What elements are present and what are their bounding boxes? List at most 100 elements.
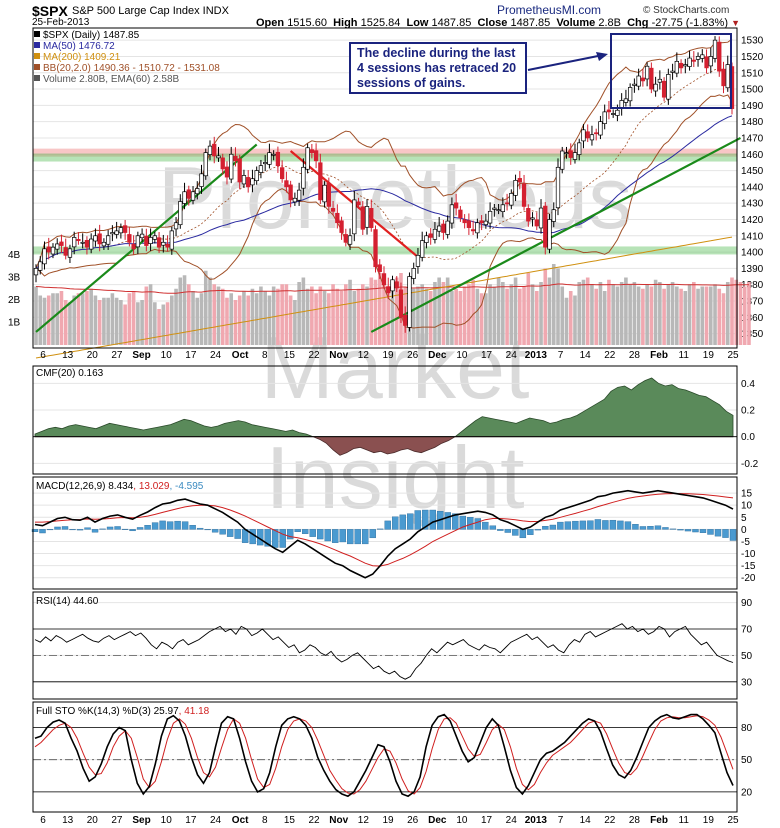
x-tick-label: 27 [111,815,123,826]
candle-body [500,204,505,212]
volume-bar [68,302,72,345]
indicator-tick-label: 70 [741,625,753,636]
candle-body [432,228,438,240]
candle-body [271,153,276,156]
volume-bar [322,291,327,345]
candle-body [313,150,319,162]
x-tick-label: 8 [262,815,268,826]
indicator-tick-label: 80 [741,723,753,734]
macd-histogram-bar [549,524,557,530]
candle-body [437,225,442,232]
candle-body [504,202,510,205]
price-tick-label: 1490 [741,101,764,112]
macd-histogram-bar [129,529,136,532]
volume-bar [653,279,658,345]
volume-bar [165,302,170,345]
x-tick-label: 17 [185,815,197,826]
volume-bar [496,277,501,345]
volume-bar [632,282,637,345]
annotation-arrow [527,55,599,71]
volume-bar [267,295,272,345]
candle-body [38,261,43,271]
macd-histogram-bar [271,529,279,548]
volume-bar [611,284,615,345]
chg-value: -27.75 (-1.83%) [651,17,728,29]
x-tick-label: Nov [329,815,348,826]
quote-line: Open 1515.60 High 1525.84 Low 1487.85 Cl… [256,17,740,29]
volume-bar [543,268,548,345]
down-arrow-icon: ▼ [731,18,740,28]
volume-bar [416,286,420,345]
macd-histogram-bar [602,520,609,530]
candle-body [466,220,472,228]
volume-bar [428,291,433,345]
macd-histogram-bar [504,529,512,533]
candle-body [568,150,573,158]
x-tick-label: 12 [358,815,370,826]
macd-histogram-bar [497,529,504,531]
indicator-tick-label: 50 [741,651,753,662]
x-tick-label: 27 [111,350,123,361]
volume-bar [377,273,382,345]
candle-body [237,158,242,183]
candle-body [441,223,446,233]
candle-body [318,162,323,201]
volume-bar [713,284,717,345]
candle-body [627,87,633,102]
volume-bar [382,282,386,345]
volume-bar [551,264,556,345]
volume-bar [110,293,115,345]
trendline [370,136,741,333]
candle-body [364,206,370,228]
macd-histogram-bar [564,521,572,530]
macd-histogram-bar [459,515,467,530]
support-resistance-band [33,148,737,157]
volume-bar [505,288,509,345]
candle-body [267,152,272,165]
candle-body [76,239,81,242]
open-label: Open [256,17,285,29]
indicator-tick-label: 0.2 [741,406,755,417]
volume-value: 2.8B [598,17,621,29]
candle-body [114,230,119,235]
volume-bar [662,288,666,345]
volume-bar [314,293,318,345]
macd-histogram-bar [151,522,159,530]
x-tick-label: 10 [456,350,468,361]
volume-bar [628,284,632,345]
price-tick-label: 1410 [741,231,764,242]
volume-bar [318,286,323,345]
volume-bar [725,282,730,345]
x-tick-label: 25 [727,350,739,361]
candle-body [224,166,230,178]
candle-body [449,204,455,224]
macd-histogram-bar [482,521,489,530]
legend-swatch [34,53,40,59]
candle-body [190,191,196,201]
volume-bar [577,282,582,345]
candle-body [182,191,187,204]
candle-body [687,57,692,67]
x-tick-label: 24 [210,350,222,361]
candle-body [195,188,200,195]
candle-body [411,268,416,279]
macd-histogram-bar [204,529,211,531]
volume-bar [501,282,505,345]
volume-bar [424,288,429,345]
candle-body [233,155,238,162]
volume-bar [721,293,726,345]
site-link[interactable]: PrometheusMI.com [497,3,602,17]
x-tick-label: Oct [232,815,249,826]
volume-bar [182,275,187,345]
volume-bar [51,293,55,345]
macd-histogram-bar [339,529,346,543]
macd-histogram-bar [707,529,714,535]
x-tick-label: 19 [382,815,394,826]
candle-body [55,243,60,250]
candle-body [721,68,726,87]
price-tick-label: 1460 [741,150,764,161]
macd-histogram-bar [84,527,91,530]
candle-body [598,121,603,136]
macd-histogram-bar [414,510,421,530]
rsi-panel-frame [32,591,738,700]
